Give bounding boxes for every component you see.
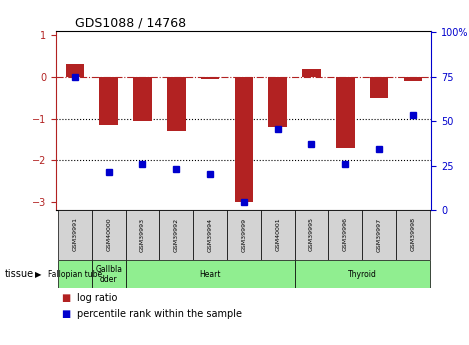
Bar [268, 77, 287, 127]
Text: ■: ■ [61, 294, 70, 303]
Bar [126, 260, 295, 288]
Bar [404, 77, 422, 81]
Text: ■: ■ [61, 309, 70, 319]
Text: GSM39993: GSM39993 [140, 217, 145, 252]
Bar [396, 210, 430, 260]
Text: percentile rank within the sample: percentile rank within the sample [77, 309, 242, 319]
Bar [159, 210, 193, 260]
Text: GDS1088 / 14768: GDS1088 / 14768 [75, 17, 186, 30]
Text: GSM39996: GSM39996 [343, 217, 348, 252]
Bar [295, 260, 430, 288]
Text: Fallopian tube: Fallopian tube [48, 270, 102, 279]
Text: log ratio: log ratio [77, 294, 118, 303]
Bar [133, 77, 152, 121]
Bar [92, 210, 126, 260]
Bar [58, 210, 92, 260]
Text: GSM39997: GSM39997 [377, 217, 382, 252]
Bar [58, 260, 92, 288]
Text: GSM40000: GSM40000 [106, 218, 111, 251]
Bar [370, 77, 388, 98]
Bar [167, 77, 186, 131]
Bar [201, 77, 219, 79]
Bar [336, 77, 355, 148]
Bar [92, 260, 126, 288]
Bar [234, 77, 253, 202]
Text: GSM39998: GSM39998 [410, 217, 416, 252]
Text: Gallbla
dder: Gallbla dder [95, 265, 122, 284]
Bar [66, 65, 84, 77]
Bar [295, 210, 328, 260]
Text: GSM39994: GSM39994 [208, 217, 212, 252]
Bar [261, 210, 295, 260]
Text: GSM39999: GSM39999 [242, 217, 246, 252]
Text: GSM39995: GSM39995 [309, 217, 314, 252]
Text: ▶: ▶ [35, 270, 42, 279]
Text: GSM40001: GSM40001 [275, 218, 280, 251]
Bar [362, 210, 396, 260]
Bar [99, 77, 118, 125]
Text: Thyroid: Thyroid [348, 270, 377, 279]
Text: GSM39991: GSM39991 [72, 217, 77, 252]
Bar [227, 210, 261, 260]
Text: Heart: Heart [199, 270, 221, 279]
Bar [328, 210, 362, 260]
Bar [193, 210, 227, 260]
Text: tissue: tissue [5, 269, 34, 279]
Bar [126, 210, 159, 260]
Text: GSM39992: GSM39992 [174, 217, 179, 252]
Bar [302, 69, 321, 77]
